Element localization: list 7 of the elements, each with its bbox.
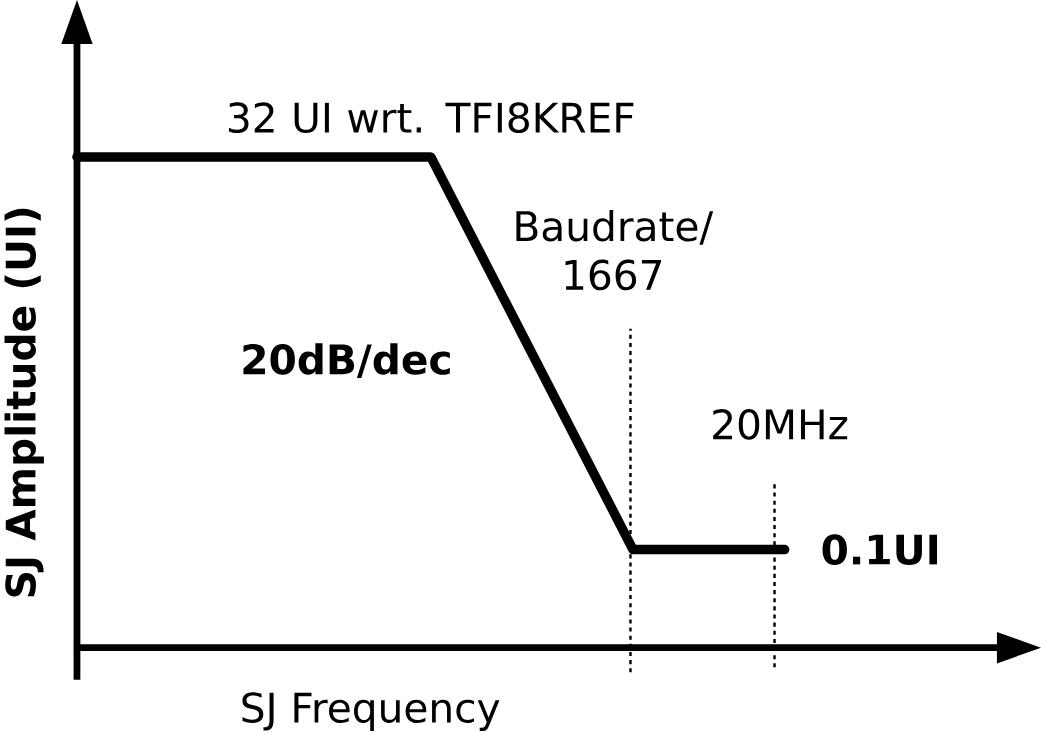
text: 32 UI wrt. TFI8KREF bbox=[228, 102, 634, 133]
y-axis-title: SJ Amplitude (UI) bbox=[4, 208, 44, 597]
annotation: 20dB/dec bbox=[243, 343, 450, 378]
annotation: 20MHz bbox=[713, 408, 848, 440]
x-axis-title: SJ Frequency bbox=[242, 692, 500, 731]
annotation: Baudrate/ 1667 bbox=[516, 209, 714, 291]
text: 0.1UI bbox=[822, 533, 938, 565]
